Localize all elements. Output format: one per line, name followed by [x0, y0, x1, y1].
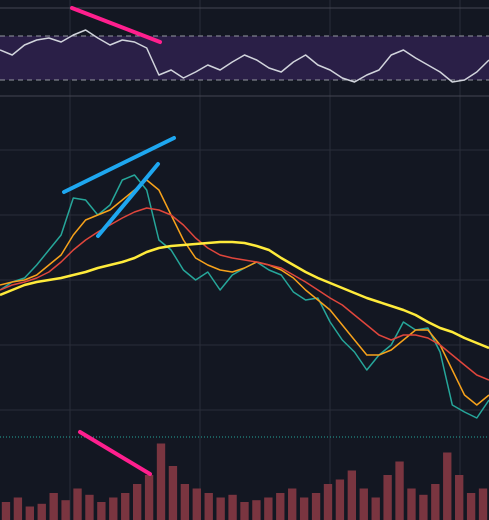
volume-bar	[156, 443, 166, 520]
volume-bar	[168, 466, 178, 520]
volume-bar	[144, 475, 154, 520]
volume-bar	[85, 494, 94, 520]
rsi-band	[0, 36, 489, 80]
drawing-line	[62, 136, 176, 194]
marks	[0, 29, 489, 520]
series-line	[0, 240, 489, 350]
volume-bar	[371, 497, 380, 520]
volume-bar	[132, 484, 142, 520]
volume-bar	[240, 502, 249, 520]
volume-bar	[431, 484, 440, 520]
volume-bar	[228, 494, 237, 520]
drawing-line	[70, 6, 162, 44]
volume-bar	[97, 502, 106, 520]
volume-bar	[288, 488, 297, 520]
volume-bar	[323, 484, 333, 520]
volume-bar	[73, 488, 82, 520]
volume-bar	[347, 470, 357, 520]
volume-bar	[359, 488, 368, 520]
volume-bar	[264, 497, 273, 520]
volume-bar	[311, 493, 321, 520]
volume-bar	[1, 502, 11, 520]
volume-bar	[419, 494, 428, 520]
series-line	[0, 179, 489, 406]
volume-bar	[466, 493, 476, 520]
volume-bar	[252, 500, 261, 520]
volume-bar	[478, 488, 488, 520]
volume-bar	[37, 503, 46, 520]
volume-bar	[13, 497, 23, 520]
volume-bar	[335, 479, 345, 520]
volume-bar	[121, 493, 130, 520]
volume-bar	[276, 493, 285, 520]
drawing-line	[96, 162, 160, 238]
volume-bar	[455, 475, 464, 520]
volume-bar	[180, 484, 190, 520]
volume-bar	[395, 461, 404, 520]
volume-bar	[49, 493, 58, 520]
volume-bar	[61, 500, 70, 520]
volume-bar	[192, 488, 201, 520]
volume-bar	[383, 475, 392, 520]
volume-bar	[25, 506, 34, 520]
volume-bar	[407, 488, 416, 520]
series-line	[0, 29, 489, 83]
series-line	[0, 207, 489, 381]
volume-bar	[109, 497, 118, 520]
volume-bar	[216, 497, 225, 520]
drawing-line	[78, 430, 152, 476]
volume-bar	[299, 497, 309, 520]
volume-bar	[204, 493, 213, 520]
volume-bar	[443, 452, 452, 520]
